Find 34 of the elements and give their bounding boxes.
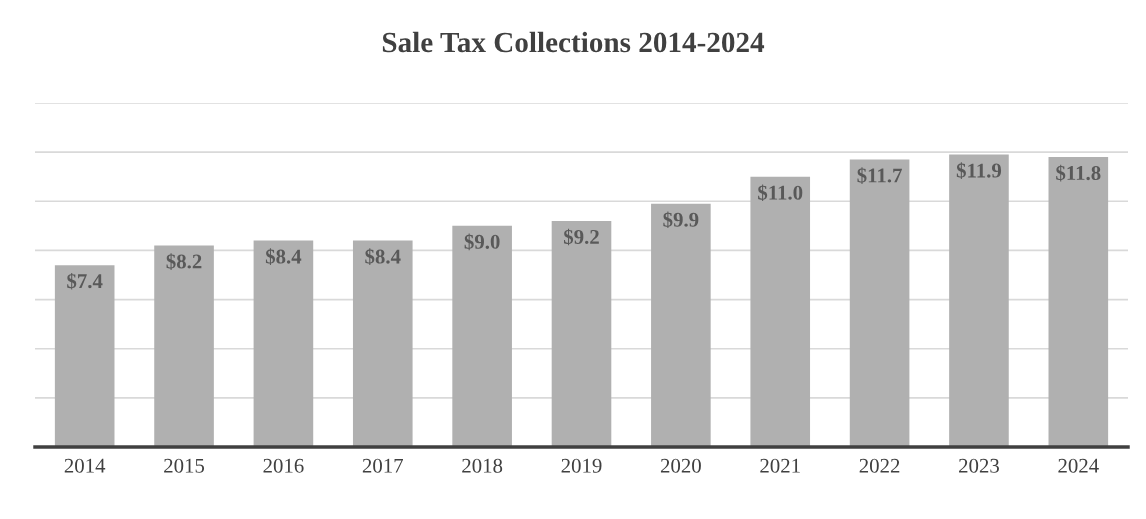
x-tick-label: 2023 (959, 458, 999, 473)
bar (253, 240, 314, 447)
x-tick-label: 2022 (859, 458, 900, 473)
bar (651, 203, 711, 447)
data-label: $11.7 (857, 167, 902, 184)
data-label: $7.4 (67, 272, 103, 290)
x-tick-label: 2021 (760, 458, 800, 473)
data-label: $8.4 (265, 248, 302, 265)
bar (54, 265, 115, 447)
bar (750, 176, 811, 447)
data-label: $9.9 (663, 211, 699, 229)
data-label: $11.9 (956, 162, 1002, 179)
x-tick-label: 2018 (462, 458, 503, 473)
data-label: $8.4 (365, 248, 401, 265)
x-tick-label: 2015 (164, 458, 205, 473)
x-tick-label: 2016 (263, 458, 304, 473)
data-label: $8.2 (166, 253, 202, 270)
bar (1048, 157, 1109, 447)
chart-title: Sale Tax Collections 2014-2024 (382, 31, 765, 53)
x-tick-label: 2024 (1058, 458, 1099, 473)
data-label: $9.2 (564, 228, 599, 246)
data-label: $11.8 (1056, 164, 1101, 182)
x-tick-label: 2017 (362, 458, 404, 473)
x-tick-label: 2020 (660, 458, 701, 473)
data-label: $11.0 (758, 184, 803, 202)
bar (352, 240, 413, 447)
bar (452, 225, 512, 447)
x-tick-label: 2019 (561, 458, 602, 473)
bar (154, 245, 214, 447)
x-tick-label: 2014 (64, 458, 106, 473)
bar (949, 154, 1009, 447)
data-label: $9.0 (464, 233, 500, 251)
bar (849, 159, 910, 447)
bar (551, 220, 612, 447)
